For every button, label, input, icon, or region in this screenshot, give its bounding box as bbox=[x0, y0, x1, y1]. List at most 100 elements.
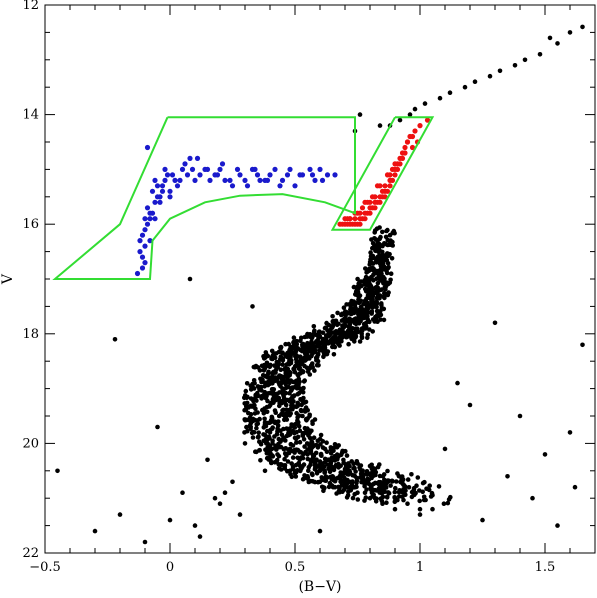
data-point-horizontal-branch-70 bbox=[194, 155, 201, 161]
main-sequence-point bbox=[302, 358, 308, 363]
main-sequence-point bbox=[344, 302, 349, 307]
data-point-horizontal-branch-40 bbox=[237, 172, 243, 178]
main-sequence-point bbox=[358, 283, 364, 289]
main-sequence-point bbox=[276, 413, 282, 419]
main-sequence-point bbox=[346, 324, 352, 330]
main-sequence-point bbox=[271, 387, 277, 392]
main-sequence-point bbox=[365, 335, 370, 341]
data-point-field-8 bbox=[487, 73, 493, 79]
main-sequence-point bbox=[292, 425, 298, 430]
main-sequence-point bbox=[313, 340, 319, 345]
main-sequence-point bbox=[421, 497, 427, 503]
data-point-field-3 bbox=[547, 35, 553, 41]
main-sequence-point bbox=[324, 475, 330, 480]
main-sequence-point bbox=[341, 331, 347, 336]
main-sequence-point bbox=[281, 389, 287, 394]
main-sequence-point bbox=[420, 480, 426, 486]
data-point-horizontal-branch-63 bbox=[234, 166, 241, 172]
main-sequence-point bbox=[347, 468, 352, 474]
main-sequence-point bbox=[253, 406, 258, 412]
main-sequence-point bbox=[329, 455, 335, 461]
main-sequence-point bbox=[375, 294, 380, 300]
main-sequence-point bbox=[379, 498, 385, 504]
data-point-horizontal-branch-76 bbox=[144, 144, 151, 151]
data-point-horizontal-branch-19 bbox=[152, 177, 158, 183]
main-sequence-point bbox=[346, 319, 352, 325]
data-point-field-57 bbox=[417, 506, 423, 512]
main-sequence-point bbox=[278, 462, 284, 467]
data-point-red-giant-branch-53 bbox=[359, 205, 366, 211]
main-sequence-point bbox=[445, 500, 451, 506]
main-sequence-point bbox=[312, 368, 317, 373]
main-sequence-point bbox=[355, 329, 361, 335]
main-sequence-point bbox=[336, 328, 342, 334]
main-sequence-point bbox=[265, 441, 271, 446]
data-point-horizontal-branch-38 bbox=[222, 177, 228, 183]
main-sequence-point bbox=[384, 228, 389, 234]
main-sequence-point bbox=[302, 334, 308, 340]
data-point-red-giant-branch-66 bbox=[387, 172, 393, 178]
main-sequence-point bbox=[287, 359, 293, 365]
data-point-red-giant-branch-65 bbox=[357, 210, 363, 216]
main-sequence-point bbox=[300, 464, 305, 470]
main-sequence-point bbox=[368, 250, 373, 255]
main-sequence-point bbox=[326, 466, 331, 472]
main-sequence-point bbox=[358, 298, 364, 304]
main-sequence-point bbox=[311, 453, 317, 459]
data-point-field-15 bbox=[407, 112, 413, 117]
main-sequence-point bbox=[254, 422, 259, 427]
main-sequence-point bbox=[370, 471, 375, 476]
data-point-horizontal-branch-67 bbox=[319, 177, 326, 183]
data-point-field-1 bbox=[567, 30, 573, 35]
main-sequence-point bbox=[288, 344, 294, 350]
data-point-horizontal-branch-55 bbox=[332, 172, 338, 178]
main-sequence-point bbox=[322, 485, 327, 491]
main-sequence-point bbox=[265, 382, 271, 388]
data-point-field-114 bbox=[317, 528, 323, 534]
main-sequence-point bbox=[351, 485, 357, 490]
main-sequence-point bbox=[243, 417, 248, 423]
main-sequence-point bbox=[370, 329, 376, 334]
data-point-horizontal-branch-79 bbox=[252, 166, 258, 172]
data-point-red-giant-branch-59 bbox=[409, 133, 416, 140]
main-sequence-point bbox=[296, 413, 302, 419]
main-sequence-point bbox=[305, 475, 311, 481]
main-sequence-point bbox=[426, 487, 432, 493]
main-sequence-point bbox=[317, 348, 322, 353]
main-sequence-point bbox=[290, 394, 295, 399]
main-sequence-point bbox=[374, 496, 379, 501]
main-sequence-point bbox=[290, 428, 296, 434]
main-sequence-point bbox=[394, 479, 399, 484]
main-sequence-point bbox=[359, 479, 364, 485]
data-point-field-0 bbox=[580, 24, 585, 30]
main-sequence-point bbox=[341, 457, 346, 463]
main-sequence-point bbox=[369, 462, 375, 468]
main-sequence-point bbox=[302, 444, 307, 449]
data-point-field-12 bbox=[437, 95, 443, 101]
main-sequence-point bbox=[366, 278, 372, 284]
main-sequence-point bbox=[281, 436, 287, 442]
main-sequence-point bbox=[337, 489, 342, 495]
main-sequence-point bbox=[275, 360, 281, 366]
main-sequence-point bbox=[367, 327, 372, 332]
main-sequence-point bbox=[362, 498, 367, 503]
main-sequence-point bbox=[278, 375, 283, 380]
data-point-field-107 bbox=[250, 304, 255, 309]
main-sequence-point bbox=[283, 415, 289, 420]
main-sequence-point bbox=[384, 257, 390, 263]
main-sequence-point bbox=[351, 461, 357, 467]
main-sequence-point bbox=[318, 442, 323, 447]
data-point-field-16 bbox=[397, 117, 403, 123]
main-sequence-point bbox=[266, 449, 271, 454]
y-tick-label: 14 bbox=[22, 108, 39, 123]
main-sequence-point bbox=[390, 243, 396, 248]
x-tick-label: −0.5 bbox=[29, 560, 61, 575]
main-sequence-point bbox=[289, 474, 295, 480]
data-point-field-19 bbox=[357, 112, 363, 117]
main-sequence-point bbox=[290, 443, 296, 448]
data-point-red-giant-branch-12 bbox=[392, 172, 398, 178]
main-sequence-point bbox=[312, 417, 318, 422]
main-sequence-point bbox=[380, 229, 385, 235]
main-sequence-point bbox=[270, 438, 275, 444]
main-sequence-point bbox=[417, 498, 423, 504]
